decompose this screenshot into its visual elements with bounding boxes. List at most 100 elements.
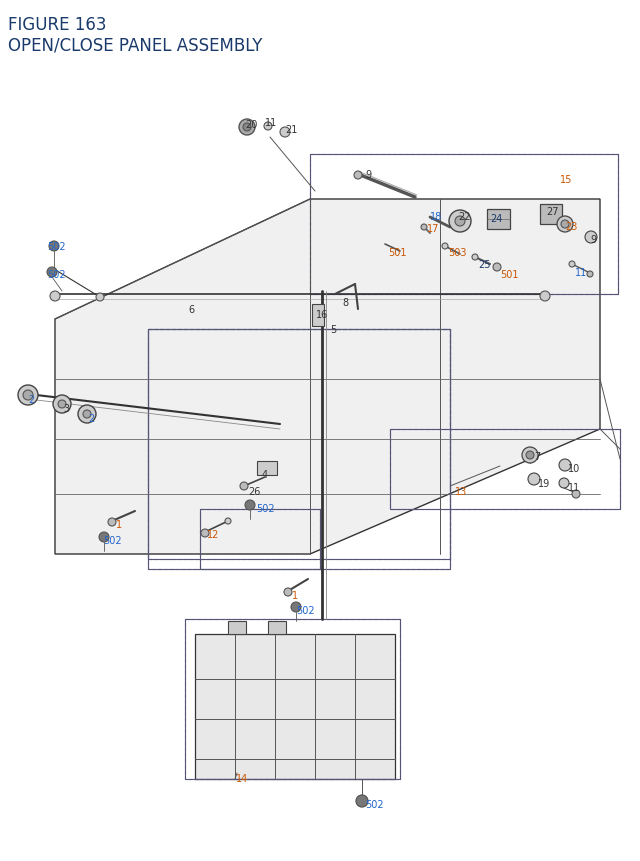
Circle shape — [421, 225, 427, 231]
Text: 2: 2 — [28, 394, 35, 405]
Bar — [310, 155, 618, 294]
Circle shape — [201, 530, 209, 537]
Text: 503: 503 — [448, 248, 467, 257]
Circle shape — [557, 217, 573, 232]
Circle shape — [225, 518, 231, 524]
Bar — [312, 305, 324, 326]
Text: 14: 14 — [236, 773, 248, 784]
Text: 12: 12 — [207, 530, 220, 539]
Circle shape — [47, 268, 57, 278]
Bar — [310, 155, 618, 294]
Text: 27: 27 — [546, 207, 559, 217]
Circle shape — [58, 400, 66, 408]
Text: OPEN/CLOSE PANEL ASSEMBLY: OPEN/CLOSE PANEL ASSEMBLY — [8, 36, 262, 54]
Circle shape — [245, 500, 255, 511]
Text: 25: 25 — [478, 260, 490, 269]
Text: 4: 4 — [262, 469, 268, 480]
Circle shape — [264, 123, 272, 131]
Text: 3: 3 — [63, 404, 69, 413]
Bar — [148, 330, 450, 560]
Text: 502: 502 — [47, 242, 66, 251]
Text: 26: 26 — [248, 486, 260, 497]
Circle shape — [18, 386, 38, 406]
Text: 19: 19 — [538, 479, 550, 488]
Text: 11: 11 — [568, 482, 580, 492]
Bar — [200, 510, 320, 569]
Bar — [185, 619, 400, 779]
Circle shape — [572, 491, 580, 499]
Bar — [148, 330, 450, 569]
Circle shape — [108, 518, 116, 526]
Circle shape — [455, 217, 465, 226]
Circle shape — [449, 211, 471, 232]
Circle shape — [472, 255, 478, 261]
Text: 9: 9 — [590, 235, 596, 245]
Bar — [268, 622, 286, 635]
Bar — [390, 430, 620, 510]
Bar — [390, 430, 620, 510]
Circle shape — [585, 232, 597, 244]
Circle shape — [239, 120, 255, 136]
Text: 13: 13 — [455, 486, 467, 497]
Bar — [257, 461, 277, 475]
Circle shape — [561, 220, 569, 229]
Text: 502: 502 — [365, 799, 383, 809]
Circle shape — [528, 474, 540, 486]
Text: 1: 1 — [116, 519, 122, 530]
Circle shape — [284, 588, 292, 597]
Circle shape — [53, 395, 71, 413]
Circle shape — [291, 603, 301, 612]
Text: 501: 501 — [388, 248, 406, 257]
Text: 1: 1 — [292, 591, 298, 600]
Text: 15: 15 — [560, 175, 572, 185]
Circle shape — [526, 451, 534, 460]
Circle shape — [83, 411, 91, 418]
Circle shape — [354, 172, 362, 180]
Circle shape — [243, 124, 251, 132]
Text: FIGURE 163: FIGURE 163 — [8, 16, 106, 34]
Text: 23: 23 — [565, 222, 577, 232]
Text: 16: 16 — [316, 310, 328, 319]
Circle shape — [442, 244, 448, 250]
Text: 24: 24 — [490, 214, 502, 224]
Circle shape — [50, 292, 60, 301]
Circle shape — [49, 242, 59, 251]
Circle shape — [540, 292, 550, 301]
Text: 502: 502 — [103, 536, 122, 545]
Circle shape — [280, 127, 290, 138]
Text: 6: 6 — [188, 305, 194, 314]
Text: 7: 7 — [534, 451, 540, 461]
Circle shape — [23, 391, 33, 400]
Circle shape — [559, 479, 569, 488]
Text: 501: 501 — [500, 269, 518, 280]
Polygon shape — [55, 200, 600, 554]
Bar — [228, 622, 246, 635]
Polygon shape — [195, 635, 395, 779]
Text: 21: 21 — [285, 125, 298, 135]
Circle shape — [569, 262, 575, 268]
Circle shape — [493, 263, 501, 272]
Circle shape — [559, 460, 571, 472]
Circle shape — [96, 294, 104, 301]
Text: 11: 11 — [575, 268, 588, 278]
Text: 11: 11 — [265, 118, 277, 127]
Circle shape — [522, 448, 538, 463]
Text: 5: 5 — [330, 325, 336, 335]
Bar — [148, 330, 450, 560]
Text: 17: 17 — [427, 224, 440, 233]
Circle shape — [78, 406, 96, 424]
Bar — [185, 619, 400, 779]
Text: 2: 2 — [88, 413, 94, 424]
Text: 8: 8 — [342, 298, 348, 307]
Text: 20: 20 — [245, 120, 257, 130]
Text: 502: 502 — [296, 605, 315, 616]
Text: 18: 18 — [430, 212, 442, 222]
Polygon shape — [540, 205, 562, 225]
Circle shape — [240, 482, 248, 491]
Text: 502: 502 — [256, 504, 275, 513]
Text: 22: 22 — [458, 212, 470, 222]
Bar — [200, 510, 320, 569]
Polygon shape — [487, 210, 510, 230]
Circle shape — [99, 532, 109, 542]
Bar — [148, 330, 450, 569]
